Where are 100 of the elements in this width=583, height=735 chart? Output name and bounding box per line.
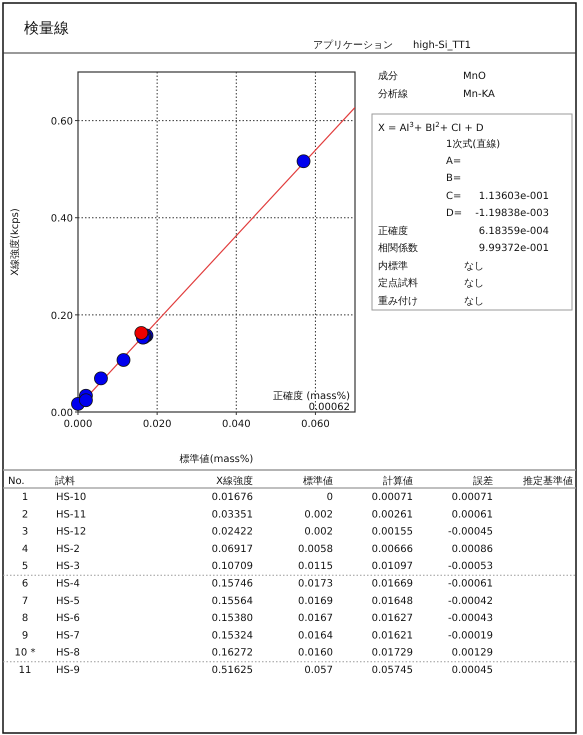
text: 0.00071 [372, 492, 413, 503]
text: Mn-KA [463, 89, 495, 100]
text: 0.16272 [212, 648, 253, 659]
text: 0.0160 [298, 648, 333, 659]
point [94, 372, 108, 386]
text: B= [446, 173, 462, 184]
x-axis-title: 標準値(mass%) [180, 453, 254, 465]
text: 正確度 [378, 225, 408, 237]
text: 成分 [378, 70, 398, 82]
x-tick-label: 0.040 [222, 419, 251, 430]
text: 0.0173 [298, 578, 333, 590]
text: 分析線 [378, 88, 408, 100]
text: -0.00043 [448, 613, 493, 624]
text: 7 [22, 596, 28, 607]
text: 0.15324 [212, 630, 253, 642]
text: 標準値 [303, 475, 333, 487]
text: 0.002 [304, 509, 333, 520]
text: -0.00042 [448, 596, 493, 607]
text: 0.00261 [372, 509, 413, 520]
text: HS-9 [56, 665, 80, 676]
text: 4 [22, 544, 28, 555]
text: 2 [22, 509, 28, 520]
point [116, 353, 130, 367]
text: HS-8 [56, 648, 80, 659]
text: 0.15380 [212, 613, 253, 624]
point [134, 326, 148, 340]
text: HS-6 [56, 613, 80, 624]
text: 0.00061 [452, 509, 493, 520]
text: 0.0164 [298, 630, 333, 642]
text: -0.00019 [448, 630, 493, 642]
x-tick-label: 0.000 [64, 419, 92, 430]
point [79, 393, 93, 408]
text: C= [446, 191, 462, 202]
text: -0.00045 [448, 526, 493, 538]
text: HS-11 [56, 509, 86, 520]
text: 0.01627 [372, 613, 413, 624]
text: 9.99372e-001 [478, 243, 549, 254]
text: 0.01621 [372, 630, 413, 642]
chart-title: 検量線 [24, 19, 69, 37]
annotation: 0.00062 [308, 402, 350, 413]
text: 計算値 [383, 475, 413, 487]
text: X = AI$^{3}$+ BI$^{2}$+ CI + D [378, 121, 484, 134]
text: 0.0058 [298, 544, 333, 555]
text: アプリケーション high-Si_TT1 [313, 39, 471, 51]
text: 0.05745 [372, 665, 413, 676]
text: HS-7 [56, 630, 80, 642]
text: 0.00129 [452, 648, 493, 659]
text: 内標準 [378, 260, 408, 272]
text: 0.51625 [212, 665, 253, 676]
text: なし [464, 278, 484, 289]
x-tick-label: 0.020 [142, 419, 172, 430]
text: 3 [22, 526, 28, 538]
text: HS-5 [56, 596, 80, 607]
text: 定点試料 [378, 277, 418, 289]
text: 0.15564 [212, 596, 253, 607]
text: 0.01648 [372, 596, 413, 607]
text: 相関係数 [378, 242, 418, 254]
text: 試料 [55, 475, 75, 487]
y-axis-title: X線強度(kcps) [9, 208, 21, 276]
text: 0.0169 [298, 596, 333, 607]
text: MnO [463, 71, 486, 82]
text: なし [464, 261, 484, 272]
text: No. [8, 476, 25, 487]
text: 10 * [14, 648, 36, 659]
text: 0.03351 [212, 509, 253, 520]
y-tick-label: 0.40 [50, 214, 73, 225]
text: 誤差 [473, 475, 493, 487]
text: HS-10 [56, 492, 86, 503]
text: 6 [22, 578, 28, 590]
text: 0.01729 [372, 648, 413, 659]
text: 6.18359e-004 [478, 226, 549, 237]
text: 1次式(直線) [446, 138, 500, 150]
text: 0.01669 [372, 578, 413, 590]
text: 0.10709 [212, 561, 253, 572]
text: 0.02422 [212, 526, 253, 538]
text: 0.01097 [372, 561, 413, 572]
text: 1 [22, 492, 28, 503]
text: 0.057 [304, 665, 333, 676]
text: 0 [326, 492, 333, 503]
text: 0.00086 [452, 544, 493, 555]
text: 5 [22, 561, 28, 572]
text: HS-2 [56, 544, 80, 555]
text: 0.0167 [298, 613, 333, 624]
text: -0.00053 [448, 561, 493, 572]
text: 1.13603e-001 [478, 191, 549, 202]
text: 重み付け [378, 295, 418, 307]
y-tick-label: 0.00 [50, 408, 73, 419]
text: D= [446, 208, 462, 219]
text: A= [446, 156, 462, 167]
x-tick-label: 0.060 [301, 419, 330, 430]
text: 0.06917 [212, 544, 253, 555]
text: X線強度 [216, 475, 253, 487]
y-tick-label: 0.60 [50, 116, 73, 128]
text: HS-3 [56, 561, 80, 572]
text: 0.002 [304, 526, 333, 538]
text: HS-12 [56, 526, 86, 538]
annotation: 正確度 (mass%) [273, 390, 350, 402]
text: 推定基準値 [523, 475, 573, 487]
text: 0.00666 [372, 544, 413, 555]
text: 0.00155 [372, 526, 413, 538]
